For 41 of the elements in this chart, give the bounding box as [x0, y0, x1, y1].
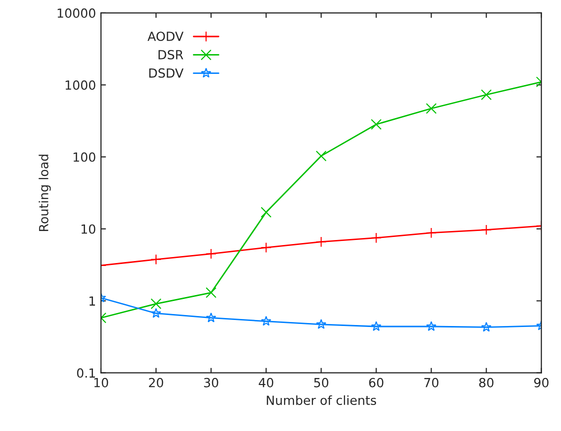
x-tick-label: 30 [204, 378, 218, 388]
point [426, 321, 436, 331]
legend-label: DSR [158, 50, 184, 60]
y-tick-label: 100 [74, 152, 96, 162]
point [206, 287, 216, 298]
x-tick-label: 10 [94, 378, 108, 388]
point [371, 321, 382, 331]
point [206, 312, 216, 322]
x-tick-label: 90 [534, 378, 548, 388]
x-axis-title: Number of clients [266, 395, 376, 406]
point [206, 248, 216, 260]
point [150, 308, 162, 318]
point [481, 322, 492, 332]
legend-label: DSDV [149, 68, 184, 78]
point [150, 298, 162, 310]
point [316, 319, 326, 329]
y-tick-label: 1000 [66, 80, 96, 90]
x-tick-label: 20 [148, 378, 164, 388]
point [316, 236, 327, 248]
point [426, 103, 437, 114]
y-tick-label: 1 [90, 296, 95, 306]
y-tick-label: 10 [82, 224, 96, 234]
point [480, 224, 492, 236]
point [316, 150, 327, 162]
point [260, 206, 272, 218]
x-tick-label: 60 [369, 378, 384, 388]
x-tick-label: 40 [258, 378, 274, 388]
x-tick-label: 70 [424, 378, 438, 388]
point [150, 254, 162, 265]
point [370, 118, 382, 130]
point [480, 89, 492, 100]
y-tick-label: 10000 [58, 8, 96, 18]
y-axis-title: Routing load [38, 154, 51, 231]
point [260, 242, 272, 253]
point [370, 232, 382, 244]
y-tick-label: 0.1 [77, 368, 95, 378]
point [260, 316, 272, 326]
legend-label: AODV [148, 32, 184, 42]
x-tick-label: 80 [479, 378, 494, 388]
x-tick-label: 50 [314, 378, 328, 388]
point [426, 227, 437, 238]
